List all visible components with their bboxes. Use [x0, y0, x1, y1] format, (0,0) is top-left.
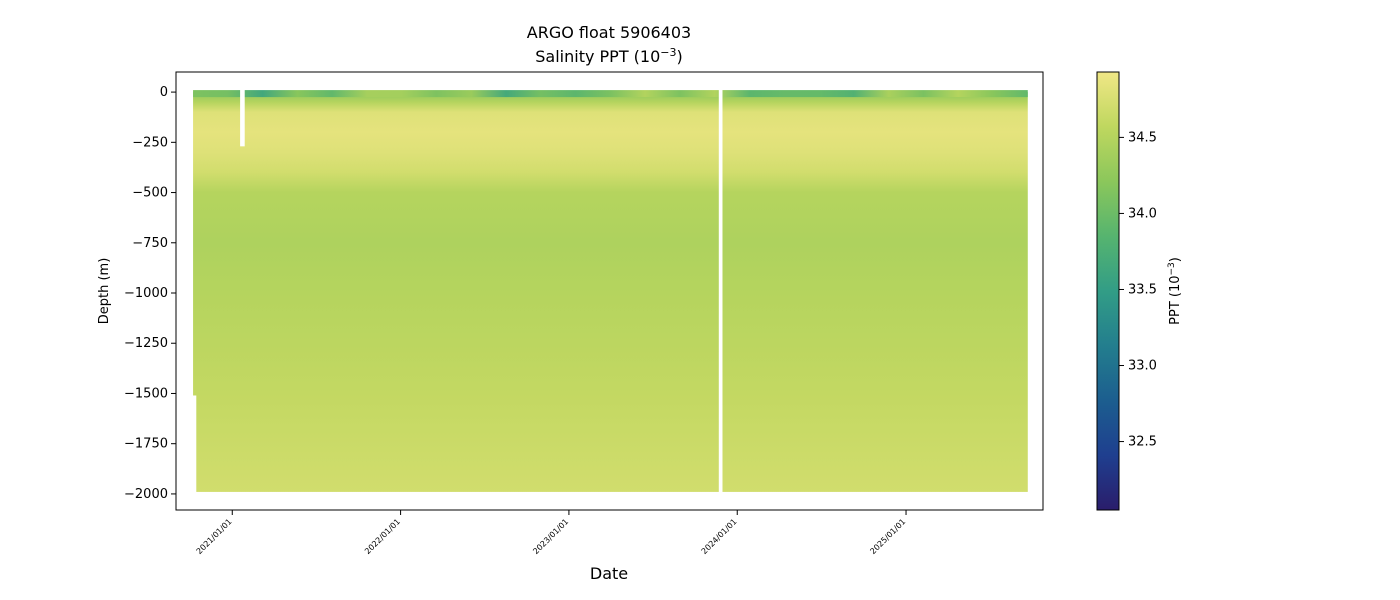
x-tick-label: 2023/01/01 — [531, 517, 570, 556]
surface-band — [193, 90, 1028, 98]
y-tick-label: −2000 — [124, 487, 168, 502]
colorbar-gradient — [1096, 71, 1120, 511]
chart-title: ARGO float 5906403 — [527, 23, 691, 42]
y-axis: 0 −250 −500 −750 −1000 −1250 −1500 −1750 −2000 — [124, 85, 176, 502]
y-tick-label: −750 — [132, 236, 168, 251]
salinity-heatmap — [193, 92, 1028, 492]
y-tick-label: −500 — [132, 186, 168, 201]
y-tick-label: −1000 — [124, 286, 168, 301]
y-tick-label: −1500 — [124, 386, 168, 401]
plot-frame — [175, 71, 1044, 511]
x-tick-label: 2025/01/01 — [868, 517, 907, 556]
data-gap — [240, 89, 245, 147]
y-axis-label: Depth (m) — [97, 258, 112, 325]
colorbar-label: PPT (10−3) — [1167, 257, 1183, 325]
y-tick-label: 0 — [160, 85, 168, 100]
x-tick-label: 2022/01/01 — [363, 517, 402, 556]
plot-area — [175, 71, 1044, 511]
y-tick-label: −250 — [132, 135, 168, 150]
x-tick-label: 2021/01/01 — [195, 517, 234, 556]
colorbar-tick-label: 34.0 — [1128, 206, 1157, 221]
early-shallow-gap — [192, 395, 197, 494]
data-gaps — [192, 89, 723, 494]
colorbar-tick-label: 32.5 — [1128, 435, 1157, 450]
colorbar-tick-label: 33.0 — [1128, 359, 1157, 374]
chart-subtitle: Salinity PPT (10−3) — [535, 46, 683, 66]
data-gap — [718, 89, 723, 493]
y-tick-label: −1750 — [124, 437, 168, 452]
colorbar-ticks: 32.5 33.0 33.5 34.0 34.5 — [1119, 130, 1157, 450]
x-axis: 2021/01/01 2022/01/01 2023/01/01 2024/01/01… — [195, 510, 907, 556]
x-axis-label: Date — [590, 564, 628, 583]
colorbar: 32.5 33.0 33.5 34.0 34.5 PPT (10−3) — [1096, 71, 1183, 511]
y-tick-label: −1250 — [124, 336, 168, 351]
surface-salinity-layer — [193, 90, 1028, 98]
colorbar-tick-label: 33.5 — [1128, 282, 1157, 297]
colorbar-tick-label: 34.5 — [1128, 130, 1157, 145]
x-tick-label: 2024/01/01 — [700, 517, 739, 556]
